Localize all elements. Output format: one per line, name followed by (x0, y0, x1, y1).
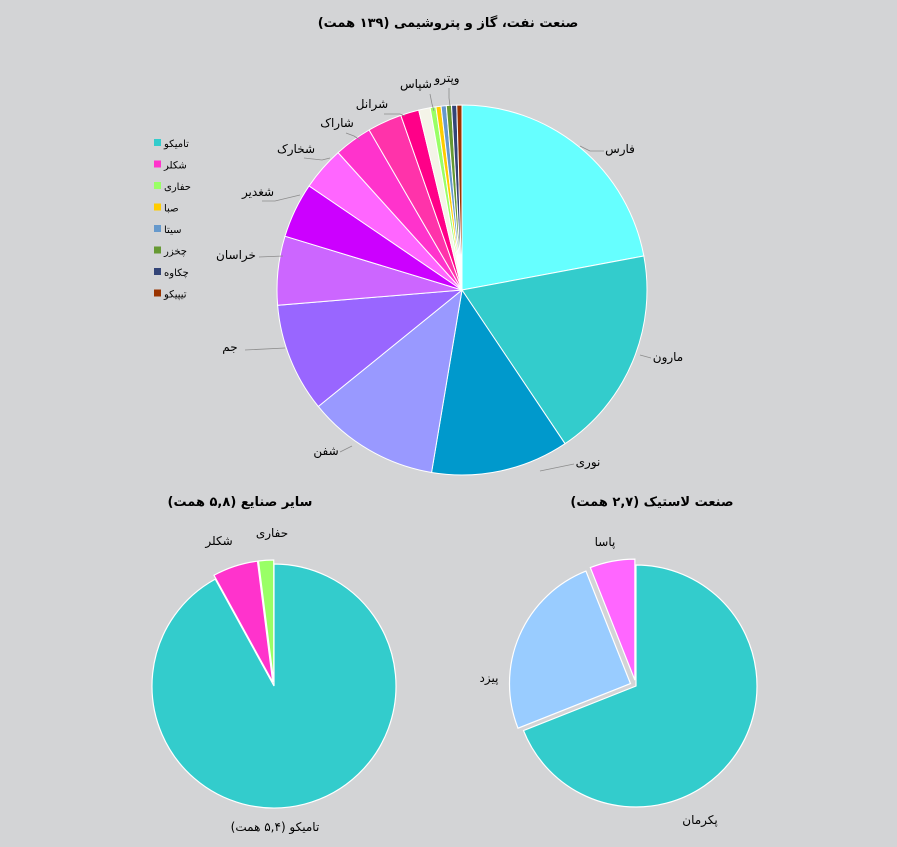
slice-labels: تامیکو (۵,۴ همت) شکلر حفاری (204, 526, 319, 835)
leader-line (639, 354, 652, 359)
legend: تامیکو شکلر حفاری صبا سیتا چخزر چکاوه تیپیکو (154, 139, 191, 301)
pie-slice (257, 559, 275, 683)
slice-label: شاراک (320, 116, 354, 131)
pie-slice (461, 255, 648, 445)
legend-label: تیپیکو (163, 290, 187, 301)
legend-swatch (154, 246, 161, 254)
leader-line (579, 145, 604, 152)
pie-slice (151, 563, 397, 809)
leader-line (448, 88, 451, 107)
pie-slice (461, 104, 645, 291)
chart-title: سایر صنایع (۵,۸ همت) (168, 495, 313, 510)
legend-swatch (154, 289, 161, 297)
tire-industry-pie-chart: صنعت لاستیک (۲,۷ همت) پکرمان پیزد پاسا (480, 495, 758, 828)
slice-label: خراسان (216, 248, 256, 263)
pie-slices (276, 104, 648, 476)
slice-labels: فارسماروننوریشفنجمخراسانشغدیرشخارکشاراکش… (216, 71, 684, 472)
legend-label: تامیکو (163, 139, 189, 150)
pie-slice (213, 560, 274, 683)
legend-label: صبا (164, 204, 179, 215)
pie-slice (277, 289, 464, 408)
legend-label: شکلر (163, 161, 187, 172)
slice-label: شخارک (277, 142, 315, 157)
legend-swatch (154, 182, 161, 189)
leader-line (429, 93, 435, 112)
slice-label: پاسا (595, 535, 616, 549)
slice-labels: پکرمان پیزد پاسا (480, 535, 718, 828)
leader-line (303, 157, 331, 161)
legend-label: سیتا (164, 225, 181, 236)
slice-label: پیزد (480, 671, 499, 686)
legend-swatch (154, 203, 161, 211)
leader-line (384, 113, 406, 117)
slice-label: فارس (605, 142, 635, 157)
slice-label: شرانل (356, 97, 388, 112)
leader-line (244, 347, 286, 351)
legend-swatch (154, 225, 161, 232)
slice-label: مارون (653, 350, 684, 365)
slice-label: جم (222, 340, 237, 354)
slice-label: شفن (313, 444, 338, 459)
other-industries-pie-chart: سایر صنایع (۵,۸ همت) تامیکو (۵,۴ همت) شکل… (151, 495, 397, 835)
chart-title: صنعت نفت، گاز و پتروشیمی (۱۳۹ همت) (318, 15, 579, 31)
pie-slices (151, 559, 397, 809)
slice-label: شکلر (204, 534, 232, 549)
slice-label: شپاس (400, 77, 432, 92)
pie-slice (430, 288, 566, 476)
legend-label: حفاری (164, 182, 191, 193)
legend-swatch (154, 139, 161, 146)
pie-slice (522, 564, 758, 808)
legend-label: چکاوه (164, 268, 189, 279)
slice-label: پکرمان (682, 813, 717, 828)
leader-line (262, 194, 301, 202)
oil-gas-petrochem-pie-chart: صنعت نفت، گاز و پتروشیمی (۱۳۹ همت) فارس م… (154, 15, 684, 476)
slice-label: شغدیر (241, 185, 274, 200)
pie-slice (456, 104, 463, 291)
slice-label: تامیکو (۵,۴ همت) (231, 820, 320, 835)
legend-swatch (154, 160, 161, 168)
slice-label: وپترو (433, 71, 459, 86)
leader-line (345, 132, 361, 141)
chart-title: صنعت لاستیک (۲,۷ همت) (570, 495, 733, 510)
leader-line (258, 255, 284, 258)
pie-slice (508, 570, 632, 729)
pie-slice (589, 558, 636, 681)
legend-label: چخزر (163, 247, 187, 258)
slice-label: نوری (576, 455, 601, 470)
pie-slices (508, 558, 758, 808)
pie-slice (317, 288, 463, 474)
leader-line (539, 463, 575, 472)
leader-line (339, 445, 353, 453)
legend-swatch (154, 268, 161, 275)
slice-label: حفاری (256, 526, 288, 541)
